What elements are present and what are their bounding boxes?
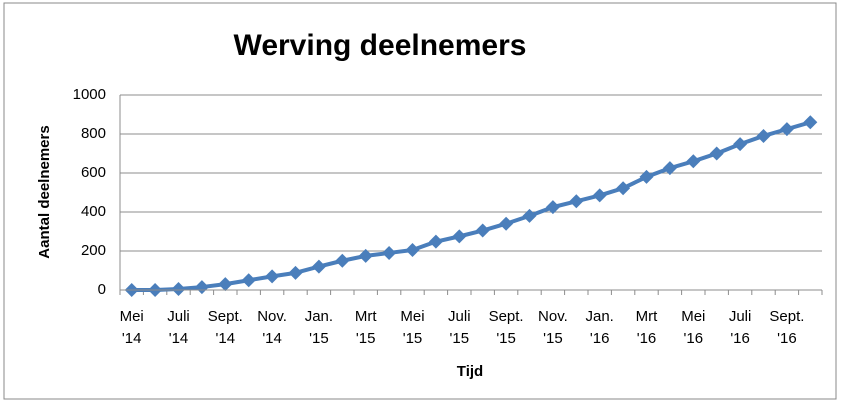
data-point <box>545 200 560 215</box>
data-point <box>779 122 794 137</box>
x-tick-label: Juli '14 <box>167 308 190 347</box>
data-point <box>265 269 280 284</box>
data-point <box>218 277 233 292</box>
x-tick-label: Mrt '15 <box>354 308 377 347</box>
x-tick-label: Sept. '14 <box>207 308 243 347</box>
data-point <box>311 259 326 274</box>
data-point <box>405 243 420 258</box>
y-tick-label: 600 <box>81 164 106 181</box>
x-tick-label: Juli '15 <box>448 308 471 347</box>
data-point <box>592 188 607 203</box>
data-point <box>452 229 467 244</box>
data-point <box>709 146 724 161</box>
chart-border <box>3 2 837 400</box>
data-point <box>756 128 771 143</box>
x-tick-label: Mei '14 <box>119 308 144 347</box>
data-point <box>428 234 443 249</box>
y-tick-label: 800 <box>81 125 106 142</box>
data-point <box>803 115 818 130</box>
data-point <box>241 273 256 288</box>
y-tick-label: 400 <box>81 203 106 220</box>
data-point <box>288 265 303 280</box>
x-tick-label: Mei '16 <box>681 308 706 347</box>
data-point <box>335 253 350 268</box>
x-axis-label: Tijd <box>457 363 483 380</box>
data-point <box>733 137 748 152</box>
x-tick-label: Jan. '16 <box>585 308 614 347</box>
data-point <box>194 280 209 295</box>
data-point <box>662 161 677 176</box>
y-tick-label: 0 <box>98 281 106 298</box>
x-tick-label: Sept. '15 <box>488 308 524 347</box>
data-point <box>616 181 631 196</box>
chart-title: Werving deelnemers <box>234 29 527 62</box>
y-tick-label: 200 <box>81 242 106 259</box>
y-tick-label: 1000 <box>73 86 106 103</box>
data-point <box>686 154 701 169</box>
x-tick-label: Nov. '14 <box>257 308 287 347</box>
data-point <box>522 208 537 223</box>
x-tick-label: Sept. '16 <box>769 308 805 347</box>
data-point <box>171 282 186 297</box>
data-point <box>475 223 490 238</box>
data-point <box>569 194 584 209</box>
data-point <box>499 216 514 231</box>
x-tick-label: Mrt '16 <box>635 308 658 347</box>
data-point <box>358 248 373 263</box>
x-tick-label: Jan. '15 <box>304 308 334 347</box>
x-tick-label: Mei '15 <box>400 308 425 347</box>
x-tick-label: Nov. '15 <box>538 308 568 347</box>
data-point <box>382 245 397 260</box>
x-tick-label: Juli '16 <box>728 308 752 347</box>
data-point <box>639 169 654 184</box>
y-axis-label: Aantal deelnemers <box>36 125 53 258</box>
